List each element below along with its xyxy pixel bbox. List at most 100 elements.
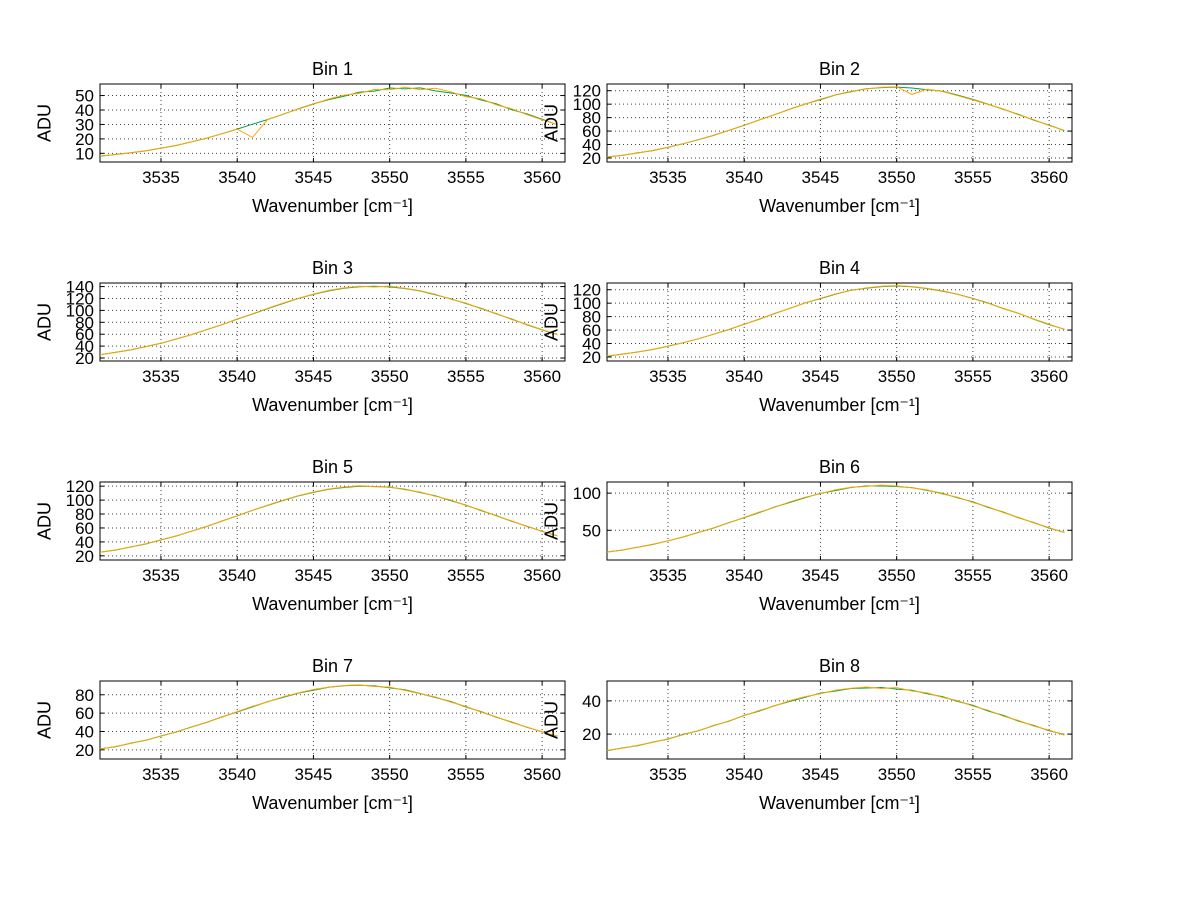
x-tick-label: 3555 xyxy=(447,765,485,784)
x-axis-label: Wavenumber [cm⁻¹] xyxy=(759,594,920,614)
x-tick-label: 3535 xyxy=(649,566,687,585)
y-axis-label: ADU xyxy=(541,302,562,342)
subplot-bin-3: Bin 3 ADU 3535 3540 3545 3550 3555 3560 20 40 60… xyxy=(5,257,570,437)
x-axis-label: Wavenumber [cm⁻¹] xyxy=(759,196,920,216)
series-line-trace-green xyxy=(99,285,558,356)
y-tick-label: 60 xyxy=(75,325,94,344)
series-line-trace-orange xyxy=(99,684,558,750)
y-axis-label: ADU xyxy=(541,700,562,740)
y-tick-label: 60 xyxy=(582,321,601,340)
y-tick-label: 20 xyxy=(582,725,601,744)
y-tick-label: 40 xyxy=(582,335,601,354)
y-tick-label: 50 xyxy=(582,521,601,540)
y-tick-label: 50 xyxy=(75,87,94,106)
series-line-trace-orange xyxy=(99,86,558,157)
x-tick-label: 3540 xyxy=(218,765,256,784)
x-tick-label: 3545 xyxy=(295,168,333,187)
series-line-trace-orange xyxy=(99,485,558,553)
y-tick-label: 80 xyxy=(75,505,94,524)
y-tick-label: 100 xyxy=(66,301,94,320)
y-tick-label: 30 xyxy=(75,115,94,134)
x-tick-label: 3535 xyxy=(142,765,180,784)
series-line-trace-green xyxy=(606,86,1065,158)
axes-box xyxy=(99,83,566,163)
x-axis-label: Wavenumber [cm⁻¹] xyxy=(759,793,920,813)
plot-title: Bin 4 xyxy=(818,258,861,278)
y-tick-label: 100 xyxy=(573,95,601,114)
x-tick-label: 3545 xyxy=(802,765,840,784)
x-tick-label: 3535 xyxy=(142,566,180,585)
axes-box xyxy=(606,282,1073,362)
y-tick-label: 40 xyxy=(75,101,94,120)
subplot-bin-5: Bin 5 ADU 3535 3540 3545 3550 3555 3560 20 40 60… xyxy=(5,456,570,636)
x-tick-label: 3540 xyxy=(218,367,256,386)
axes-box xyxy=(99,680,566,760)
x-tick-label: 3540 xyxy=(218,566,256,585)
x-axis-label: Wavenumber [cm⁻¹] xyxy=(252,594,413,614)
axes-box xyxy=(99,481,566,561)
plot-title: Bin 6 xyxy=(818,457,861,477)
x-tick-label: 3555 xyxy=(954,765,992,784)
y-tick-label: 120 xyxy=(573,281,601,300)
y-axis-label: ADU xyxy=(34,700,55,740)
x-tick-label: 3540 xyxy=(725,168,763,187)
x-tick-label: 3550 xyxy=(878,566,916,585)
plot-title: Bin 2 xyxy=(818,59,861,79)
x-tick-label: 3545 xyxy=(295,367,333,386)
x-axis-label: Wavenumber [cm⁻¹] xyxy=(252,196,413,216)
x-tick-label: 3560 xyxy=(523,367,561,386)
series-line-trace-orange xyxy=(606,686,1065,751)
plot-area-bin-8: 3535 3540 3545 3550 3555 3560 20 40 xyxy=(582,680,1073,784)
x-tick-label: 3545 xyxy=(295,566,333,585)
y-tick-label: 40 xyxy=(75,337,94,356)
y-axis-label: ADU xyxy=(541,103,562,143)
x-tick-label: 3535 xyxy=(649,168,687,187)
x-tick-label: 3560 xyxy=(1030,168,1068,187)
x-tick-label: 3555 xyxy=(954,367,992,386)
x-tick-label: 3555 xyxy=(447,566,485,585)
series-line-trace-green xyxy=(606,686,1065,752)
x-tick-label: 3550 xyxy=(878,168,916,187)
y-tick-label: 40 xyxy=(75,533,94,552)
y-tick-label: 40 xyxy=(75,722,94,741)
x-tick-label: 3545 xyxy=(295,765,333,784)
x-axis-label: Wavenumber [cm⁻¹] xyxy=(252,395,413,415)
y-tick-label: 20 xyxy=(75,741,94,760)
plot-area-bin-3: 3535 3540 3545 3550 3555 3560 2040608010012014… xyxy=(66,281,566,386)
y-tick-label: 40 xyxy=(582,136,601,155)
x-tick-label: 3555 xyxy=(954,168,992,187)
x-tick-label: 3555 xyxy=(954,566,992,585)
y-tick-label: 100 xyxy=(573,294,601,313)
x-tick-label: 3560 xyxy=(1030,765,1068,784)
y-tick-label: 20 xyxy=(75,130,94,149)
series-line-trace-orange xyxy=(606,484,1065,553)
y-axis-label: ADU xyxy=(34,302,55,342)
x-tick-label: 3560 xyxy=(523,566,561,585)
subplot-bin-2: Bin 2 ADU 3535 3540 3545 3550 3555 3560 20 40 60… xyxy=(512,58,1077,238)
x-axis-label: Wavenumber [cm⁻¹] xyxy=(252,793,413,813)
y-tick-label: 60 xyxy=(75,704,94,723)
y-tick-label: 120 xyxy=(573,82,601,101)
series-line-trace-orange xyxy=(99,285,558,356)
y-tick-label: 20 xyxy=(582,348,601,367)
series-line-trace-orange xyxy=(606,285,1065,357)
y-tick-label: 100 xyxy=(573,484,601,503)
plot-title: Bin 5 xyxy=(311,457,354,477)
x-tick-label: 3535 xyxy=(142,168,180,187)
series-line-trace-green xyxy=(606,485,1065,553)
x-tick-label: 3540 xyxy=(725,765,763,784)
plot-title: Bin 8 xyxy=(818,656,861,676)
y-tick-label: 120 xyxy=(66,289,94,308)
y-tick-label: 80 xyxy=(582,109,601,128)
x-tick-label: 3550 xyxy=(371,168,409,187)
y-tick-label: 20 xyxy=(582,149,601,168)
y-tick-label: 140 xyxy=(66,281,94,297)
x-tick-label: 3545 xyxy=(802,566,840,585)
x-tick-label: 3555 xyxy=(447,168,485,187)
x-tick-label: 3535 xyxy=(649,765,687,784)
